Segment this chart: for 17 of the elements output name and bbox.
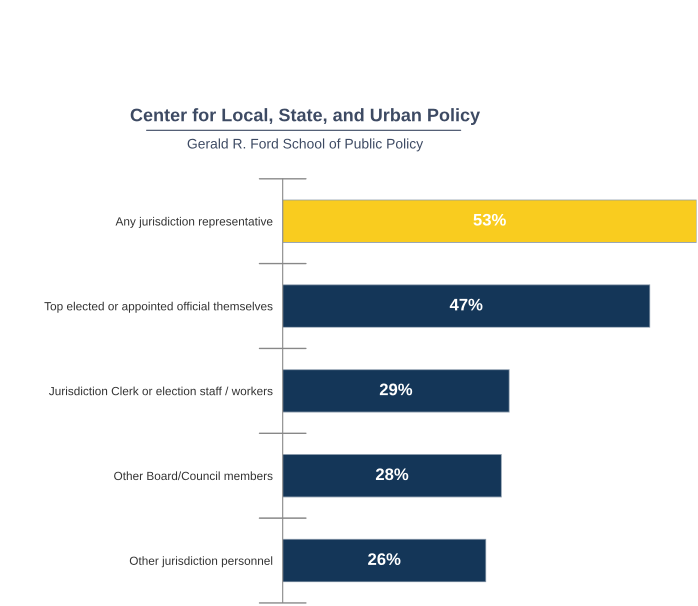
chart-title: Center for Local, State, and Urban Policy — [130, 108, 480, 125]
y-tick-label: Other Board/Council members — [114, 471, 273, 480]
y-tick-label: Top elected or appointed official themselves — [44, 302, 273, 313]
y-tick-label: Jurisdiction Clerk or election staff / workers — [48, 386, 273, 396]
data-label: 53% — [473, 214, 506, 226]
data-label: 47% — [450, 298, 482, 310]
data-label: 28% — [376, 468, 408, 480]
data-label: 26% — [368, 553, 400, 566]
bar — [282, 284, 650, 328]
bar — [282, 454, 502, 498]
bar — [282, 538, 486, 582]
bar — [282, 369, 510, 412]
chart-subtitle: Gerald R. Ford School of Public Policy — [188, 138, 424, 152]
y-tick-label: Any jurisdiction representative — [116, 216, 272, 228]
y-tick-label: Other jurisdiction personnel — [130, 556, 272, 568]
data-label: 29% — [380, 384, 412, 396]
bar — [282, 200, 697, 243]
